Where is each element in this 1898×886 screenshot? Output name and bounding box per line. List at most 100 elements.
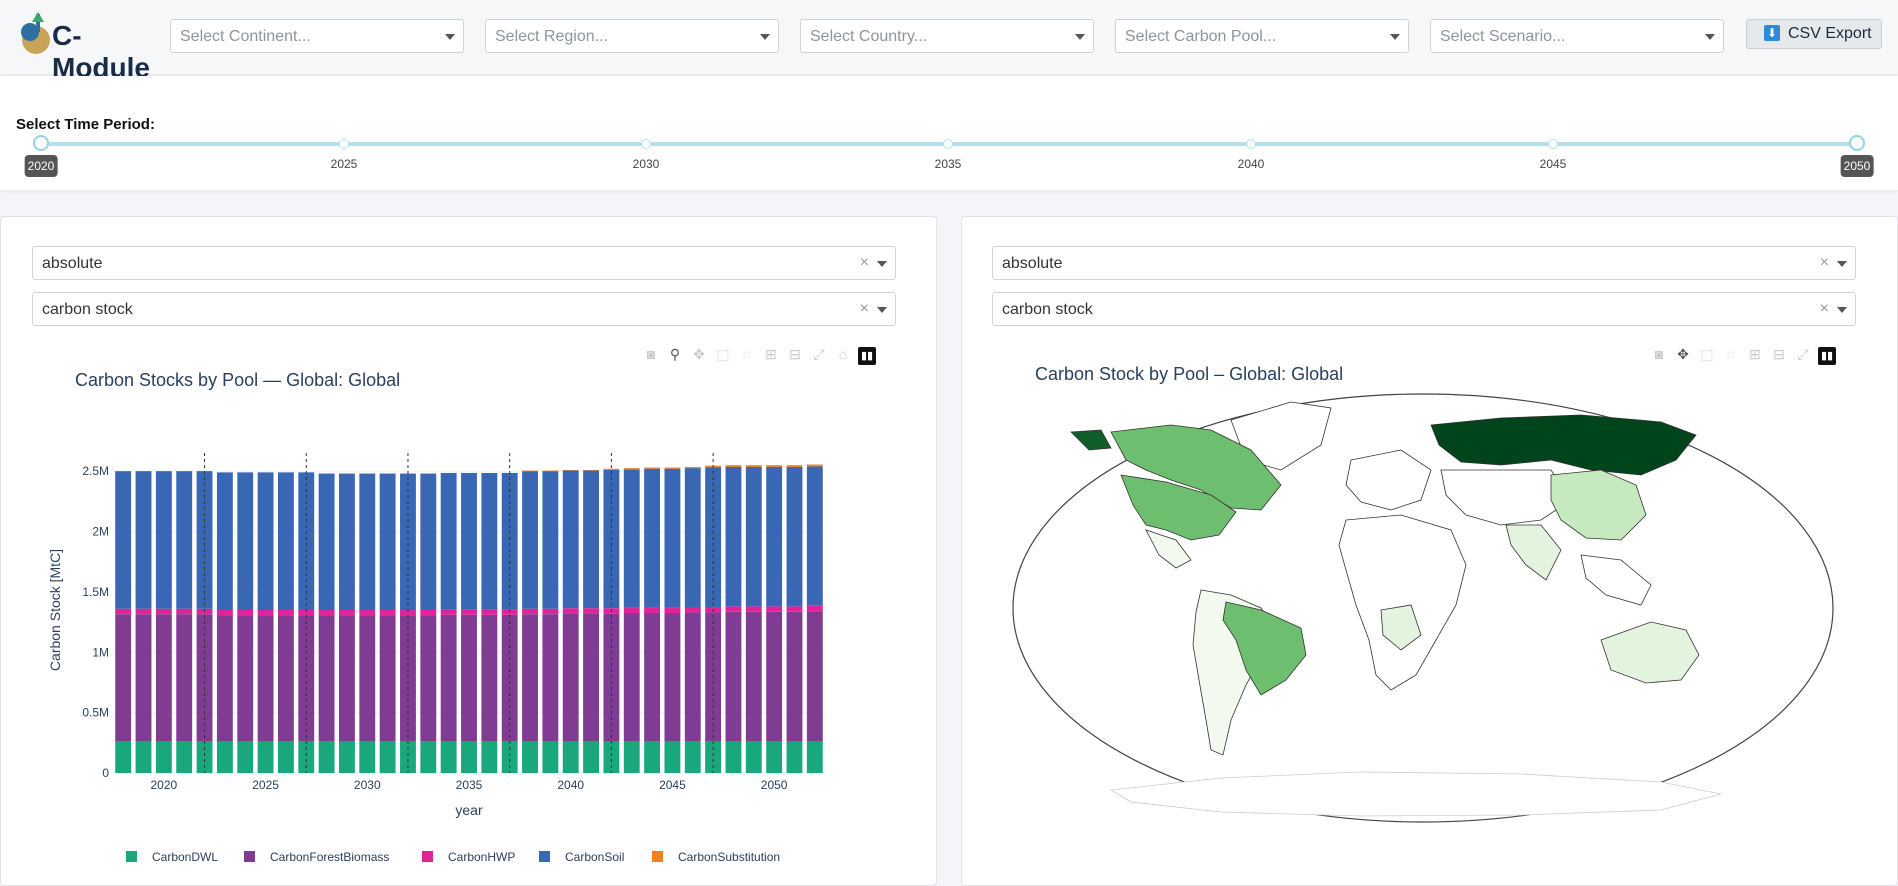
bar-segment-CarbonDWL[interactable] <box>318 741 335 773</box>
bar-segment-CarbonForestBiomass[interactable] <box>725 611 742 742</box>
bar-segment-CarbonDWL[interactable] <box>583 741 599 773</box>
bar-segment-CarbonHWP[interactable] <box>155 608 172 615</box>
bar-segment-CarbonSoil[interactable] <box>216 472 233 610</box>
autoscale-icon[interactable]: ⤢ <box>813 346 825 362</box>
bar-segment-CarbonForestBiomass[interactable] <box>623 613 640 742</box>
bar-segment-CarbonDWL[interactable] <box>806 741 823 773</box>
country-usa[interactable] <box>1120 474 1237 541</box>
bar-segment-CarbonSoil[interactable] <box>644 468 661 608</box>
bar-segment-CarbonForestBiomass[interactable] <box>400 615 416 742</box>
bar-segment-CarbonSoil[interactable] <box>237 472 254 610</box>
bar-segment-CarbonDWL[interactable] <box>115 741 132 773</box>
carbon-pool-dropdown[interactable]: Select Carbon Pool... <box>1115 19 1409 53</box>
country-indonesia[interactable] <box>1580 554 1652 606</box>
country-australia[interactable] <box>1600 621 1700 684</box>
bar-segment-CarbonSoil[interactable] <box>481 472 498 610</box>
bar-segment-CarbonSubstitution[interactable] <box>542 470 559 472</box>
bar-segment-CarbonDWL[interactable] <box>420 741 437 773</box>
bar-segment-CarbonDWL[interactable] <box>379 741 396 773</box>
country-antarctica[interactable] <box>1109 771 1722 817</box>
bar-segment-CarbonSoil[interactable] <box>155 471 172 609</box>
bar-segment-CarbonSubstitution[interactable] <box>664 467 681 469</box>
bar-segment-CarbonDWL[interactable] <box>400 741 416 773</box>
bar-segment-CarbonHWP[interactable] <box>562 608 579 614</box>
bar-segment-CarbonForestBiomass[interactable] <box>339 615 355 742</box>
bar-segment-CarbonForestBiomass[interactable] <box>440 614 457 742</box>
bar-segment-CarbonForestBiomass[interactable] <box>481 614 498 742</box>
bar-segment-CarbonForestBiomass[interactable] <box>806 611 823 742</box>
legend-label-CarbonForestBiomass[interactable]: CarbonForestBiomass <box>270 850 389 864</box>
bar-segment-CarbonSoil[interactable] <box>339 473 355 610</box>
country-canada[interactable] <box>1110 424 1282 511</box>
left-metric-select[interactable]: carbon stock × <box>32 292 896 326</box>
bar-segment-CarbonDWL[interactable] <box>176 741 193 773</box>
bar-segment-CarbonHWP[interactable] <box>237 610 254 616</box>
country-alaska[interactable] <box>1070 429 1112 451</box>
bar-segment-CarbonDWL[interactable] <box>786 741 803 773</box>
bar-segment-CarbonDWL[interactable] <box>522 741 538 773</box>
country-central-africa[interactable] <box>1380 604 1422 651</box>
bar-segment-CarbonDWL[interactable] <box>196 741 213 773</box>
bar-segment-CarbonForestBiomass[interactable] <box>359 615 376 742</box>
bar-segment-CarbonDWL[interactable] <box>135 741 152 773</box>
bar-segment-CarbonForestBiomass[interactable] <box>379 615 396 742</box>
bar-segment-CarbonSoil[interactable] <box>277 472 294 610</box>
bar-segment-CarbonHWP[interactable] <box>542 608 559 615</box>
bar-segment-CarbonSoil[interactable] <box>135 471 152 609</box>
bar-segment-CarbonDWL[interactable] <box>216 741 233 773</box>
bar-segment-CarbonForestBiomass[interactable] <box>176 614 193 742</box>
camera-icon[interactable]: ◙ <box>1654 346 1664 362</box>
clear-icon[interactable]: × <box>1819 300 1829 317</box>
bar-segment-CarbonSoil[interactable] <box>522 471 538 609</box>
zoom-in-icon[interactable]: ⊞ <box>1749 346 1761 362</box>
left-mode-select[interactable]: absolute × <box>32 246 896 280</box>
bar-segment-CarbonSubstitution[interactable] <box>745 465 762 467</box>
bar-segment-CarbonSoil[interactable] <box>562 470 579 609</box>
region-dropdown[interactable]: Select Region... <box>485 19 779 53</box>
bar-segment-CarbonSoil[interactable] <box>379 473 396 610</box>
bar-segment-CarbonHWP[interactable] <box>766 606 783 612</box>
pan-icon[interactable]: ✥ <box>693 346 705 362</box>
bar-segment-CarbonHWP[interactable] <box>318 610 335 616</box>
bar-segment-CarbonForestBiomass[interactable] <box>216 615 233 742</box>
bar-segment-CarbonDWL[interactable] <box>359 741 376 773</box>
legend-label-CarbonHWP[interactable]: CarbonHWP <box>448 850 515 864</box>
lasso-icon[interactable]: ◌ <box>742 346 752 362</box>
bar-segment-CarbonSubstitution[interactable] <box>725 465 742 467</box>
bar-segment-CarbonDWL[interactable] <box>257 741 274 773</box>
clear-icon[interactable]: × <box>859 300 869 317</box>
bar-segment-CarbonHWP[interactable] <box>806 605 823 612</box>
country-india[interactable] <box>1505 524 1562 581</box>
country-central-asia[interactable] <box>1440 469 1572 526</box>
bar-segment-CarbonForestBiomass[interactable] <box>522 614 538 742</box>
bar-segment-CarbonHWP[interactable] <box>644 607 661 614</box>
legend-label-CarbonSoil[interactable]: CarbonSoil <box>565 850 624 864</box>
bar-segment-CarbonForestBiomass[interactable] <box>583 613 599 742</box>
bar-segment-CarbonDWL[interactable] <box>664 741 681 773</box>
bar-segment-CarbonDWL[interactable] <box>298 741 315 773</box>
slider-start-handle[interactable] <box>33 135 49 151</box>
bar-segment-CarbonSubstitution[interactable] <box>623 468 640 470</box>
bar-segment-CarbonForestBiomass[interactable] <box>318 615 335 742</box>
bar-segment-CarbonForestBiomass[interactable] <box>420 615 437 742</box>
pan-icon[interactable]: ✥ <box>1677 346 1689 362</box>
bar-segment-CarbonForestBiomass[interactable] <box>664 613 681 742</box>
clear-icon[interactable]: × <box>859 254 869 271</box>
bar-segment-CarbonDWL[interactable] <box>440 741 457 773</box>
legend-swatch-CarbonDWL[interactable] <box>126 851 137 862</box>
bar-segment-CarbonSoil[interactable] <box>786 466 803 607</box>
bar-segment-CarbonDWL[interactable] <box>461 741 477 773</box>
bar-segment-CarbonSoil[interactable] <box>745 466 762 607</box>
bar-segment-CarbonHWP[interactable] <box>725 606 742 612</box>
plotly-logo-icon[interactable]: ▮▮ <box>1818 347 1836 365</box>
home-icon[interactable]: ⌂ <box>838 346 848 362</box>
slider-end-handle[interactable] <box>1849 135 1865 151</box>
bar-segment-CarbonForestBiomass[interactable] <box>684 612 701 742</box>
bar-segment-CarbonForestBiomass[interactable] <box>562 613 579 742</box>
plotly-logo-icon[interactable]: ▮▮ <box>858 347 876 365</box>
country-china[interactable] <box>1550 469 1647 541</box>
bar-segment-CarbonDWL[interactable] <box>766 741 783 773</box>
bar-segment-CarbonDWL[interactable] <box>542 741 559 773</box>
bar-segment-CarbonSubstitution[interactable] <box>583 469 599 471</box>
country-russia[interactable] <box>1430 414 1697 476</box>
